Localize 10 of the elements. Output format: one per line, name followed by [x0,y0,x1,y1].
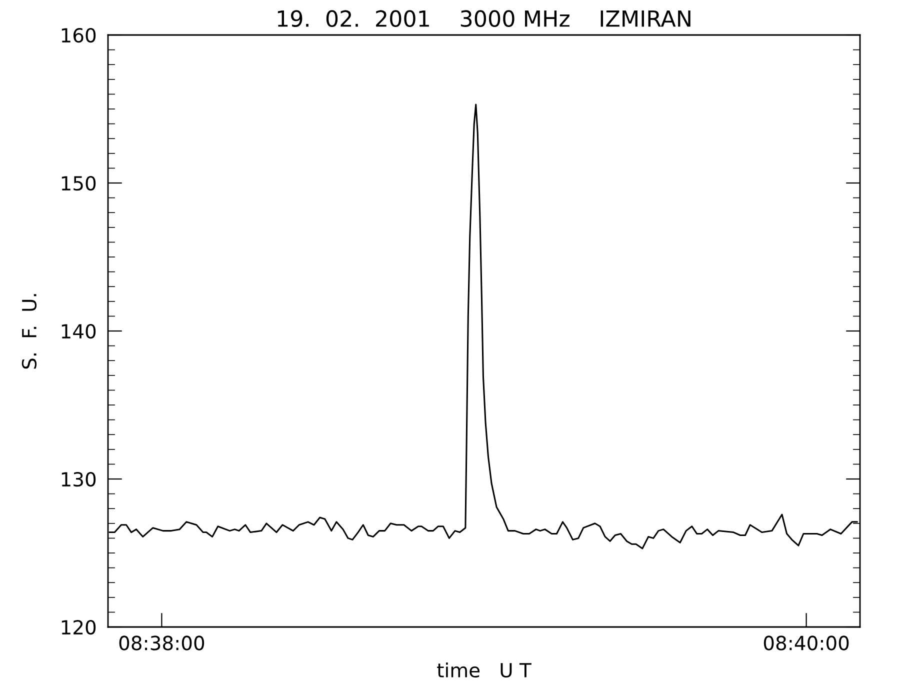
x-axis-title: time U T [437,662,532,678]
y-tick-label: 150 [62,176,96,191]
y-tick-label: 120 [62,620,96,635]
x-tick-label: 08:38:00 [119,636,204,650]
chart-title: 19. 02. 2001 3000 MHz IZMIRAN [278,10,690,27]
y-tick-label: 160 [62,28,96,43]
y-axis-title: S. F. U. [22,294,37,369]
x-tick-label: 08:40:00 [764,636,849,650]
y-tick-label: 130 [62,472,96,487]
y-tick-label: 140 [62,324,96,339]
